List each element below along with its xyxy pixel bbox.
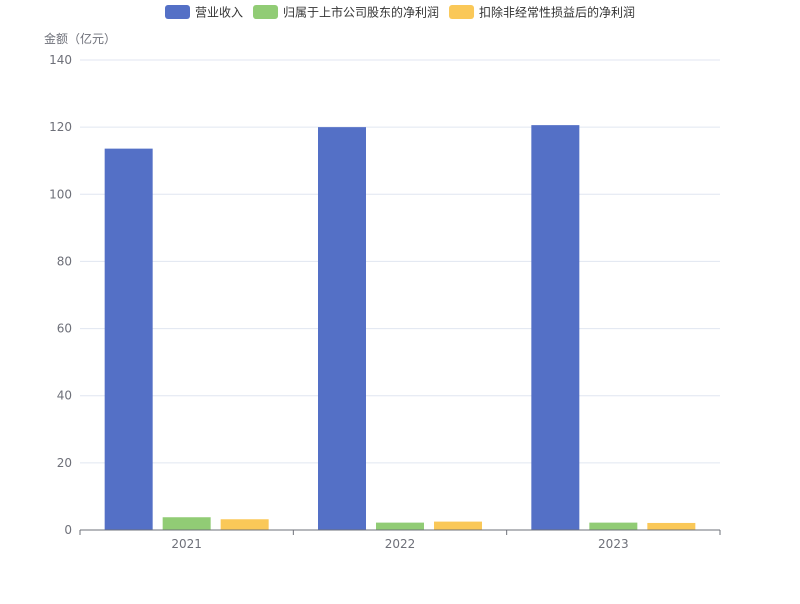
bar[interactable] bbox=[647, 522, 696, 530]
y-tick-label: 80 bbox=[57, 254, 72, 268]
bar[interactable] bbox=[162, 517, 211, 530]
y-tick-label: 20 bbox=[57, 456, 72, 470]
legend-swatch bbox=[449, 5, 475, 19]
gridlines bbox=[80, 59, 720, 464]
y-tick-label: 40 bbox=[57, 389, 72, 403]
y-axis-title: 金额（亿元） bbox=[44, 31, 116, 46]
legend-item[interactable]: 营业收入 bbox=[165, 5, 243, 20]
x-axis: 2021 2022 2023 bbox=[79, 529, 721, 551]
y-tick-label: 60 bbox=[57, 322, 72, 336]
legend-label: 扣除非经常性损益后的净利润 bbox=[479, 5, 635, 20]
y-axis: 0 20 40 60 80 100 120 140 bbox=[49, 53, 72, 537]
y-tick-label: 0 bbox=[64, 523, 72, 537]
legend-swatch bbox=[253, 5, 279, 19]
y-tick-label: 140 bbox=[49, 53, 72, 67]
legend-item[interactable]: 归属于上市公司股东的净利润 bbox=[253, 5, 439, 20]
legend: 营业收入 归属于上市公司股东的净利润 扣除非经常性损益后的净利润 bbox=[165, 5, 635, 20]
bar[interactable] bbox=[104, 148, 153, 530]
x-tick-label: 2023 bbox=[598, 537, 629, 551]
bar[interactable] bbox=[376, 522, 424, 530]
legend-label: 营业收入 bbox=[195, 6, 243, 20]
bar[interactable] bbox=[220, 519, 269, 530]
bar[interactable] bbox=[318, 127, 366, 531]
bars bbox=[104, 125, 696, 531]
y-tick-label: 120 bbox=[49, 120, 72, 134]
x-tick-label: 2022 bbox=[385, 537, 416, 551]
bar[interactable] bbox=[531, 125, 580, 530]
bar[interactable] bbox=[589, 522, 638, 530]
legend-swatch bbox=[165, 5, 190, 19]
legend-item[interactable]: 扣除非经常性损益后的净利润 bbox=[449, 5, 635, 20]
bar[interactable] bbox=[434, 521, 482, 530]
x-tick-label: 2021 bbox=[171, 537, 202, 551]
y-tick-label: 100 bbox=[49, 187, 72, 201]
legend-label: 归属于上市公司股东的净利润 bbox=[283, 5, 439, 20]
